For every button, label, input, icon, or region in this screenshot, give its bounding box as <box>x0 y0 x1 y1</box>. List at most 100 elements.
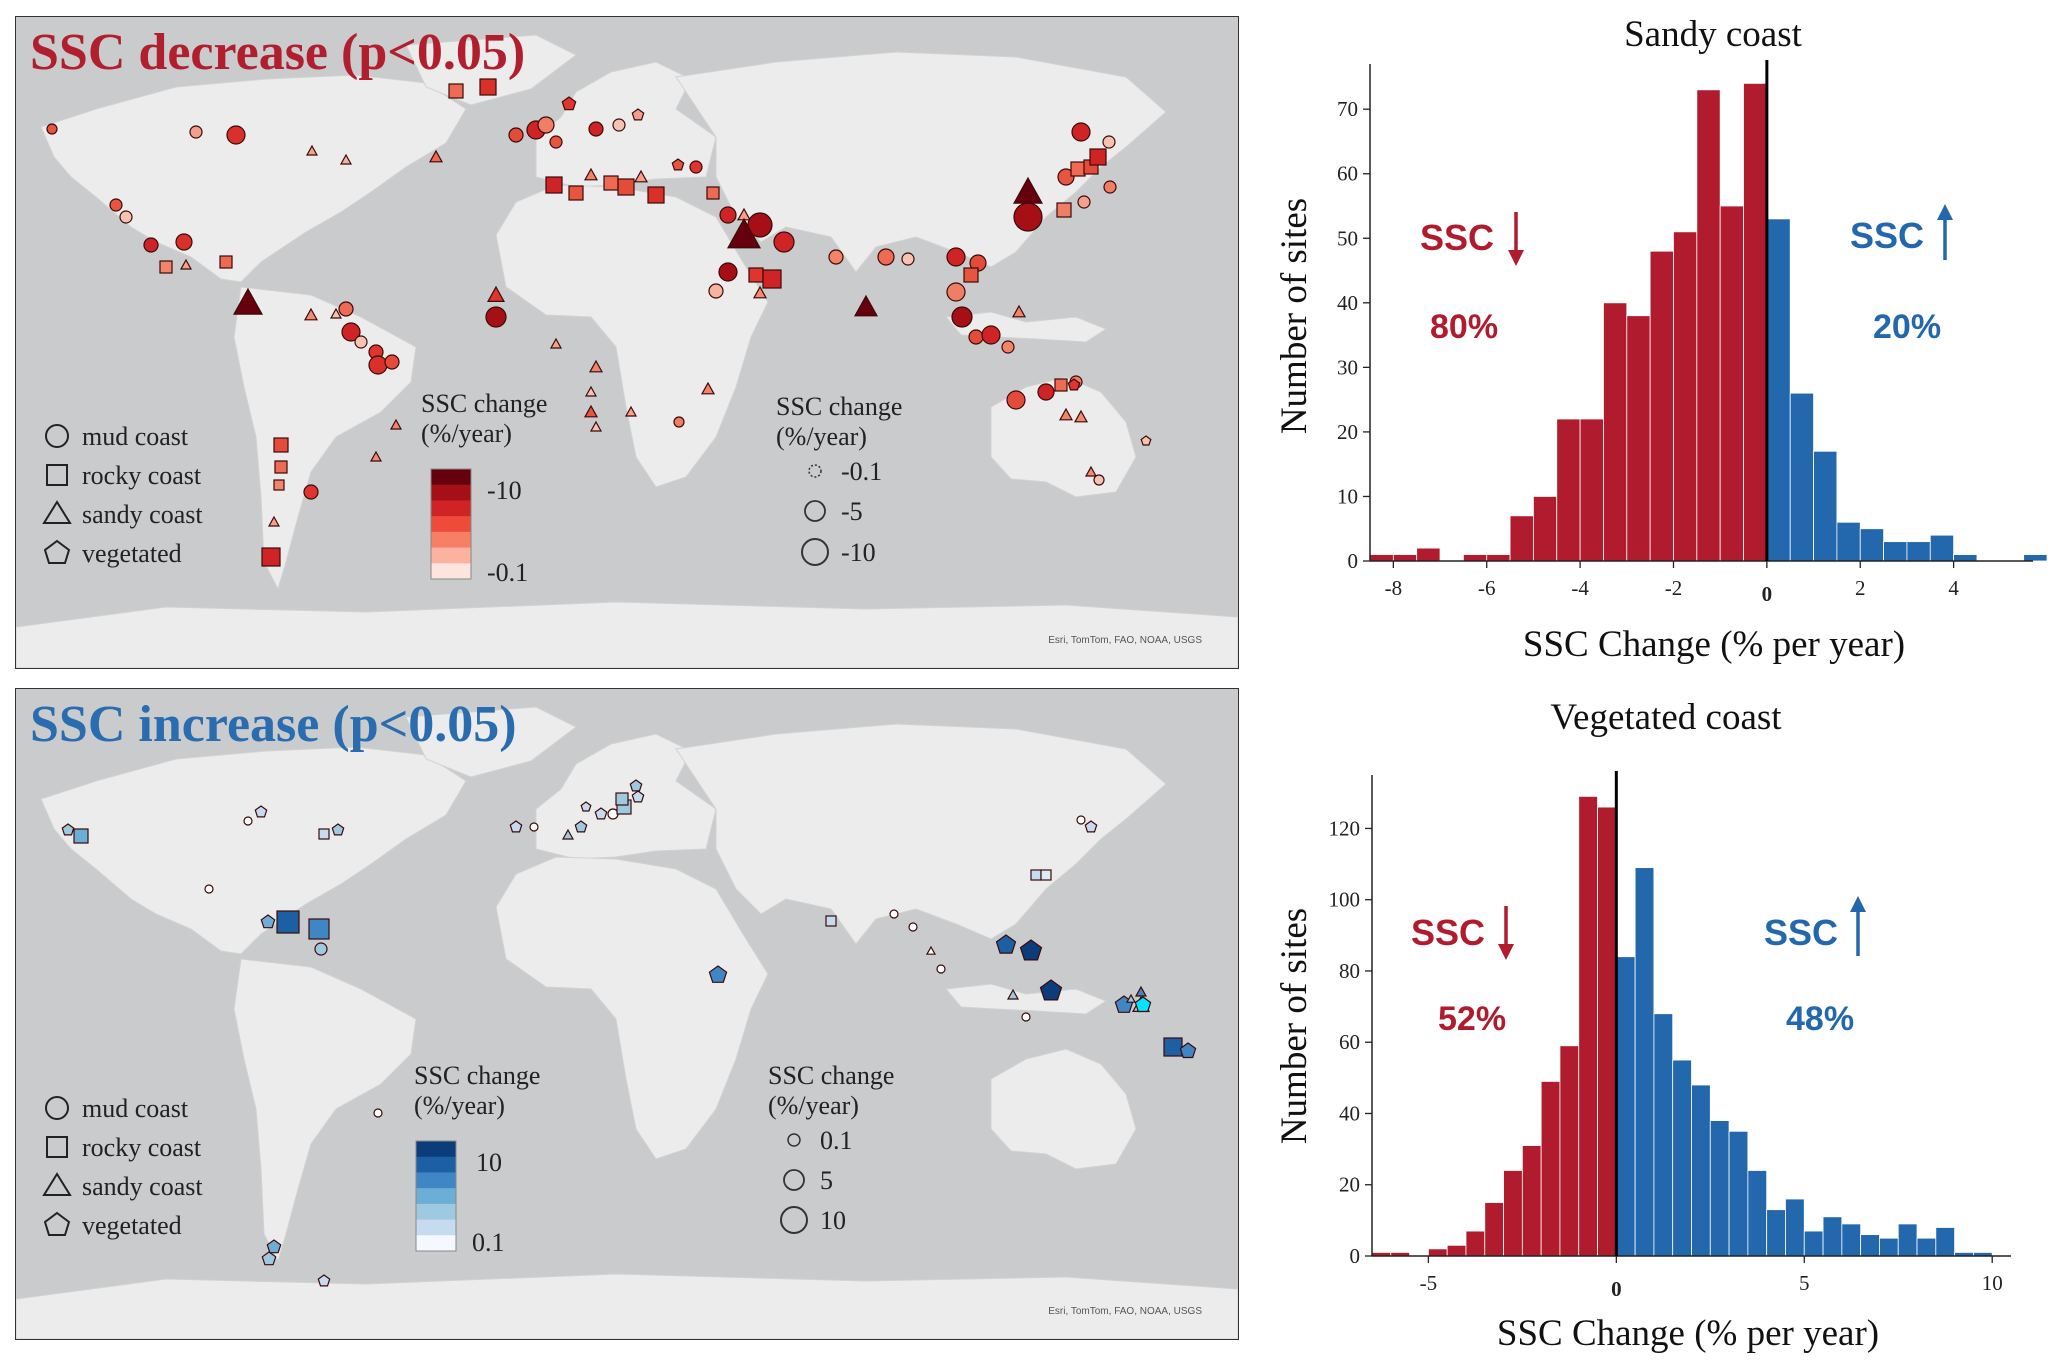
mud-coast-marker <box>119 210 133 224</box>
sandy-coast-marker <box>179 258 193 270</box>
legend-mud-coast: mud coast <box>82 422 189 451</box>
mud-coast-legend-icon <box>45 1096 69 1120</box>
land-masses <box>16 706 1238 1339</box>
sandy-coast-marker <box>1084 465 1098 477</box>
histogram-axes: 0 10 20 30 40 50 60 70 -8 -6 -4 -2 0 2 4 <box>1337 60 2033 606</box>
colorbar-title-line2: (%/year) <box>421 419 512 448</box>
histogram-bar <box>1728 1130 1749 1257</box>
histogram-bar <box>1597 806 1617 1257</box>
southeast-asia-islands <box>945 983 1108 1015</box>
vegetated-marker <box>509 820 523 833</box>
mud-coast-marker <box>338 301 354 317</box>
decrease-percent: 52% <box>1438 1000 1506 1038</box>
vegetated-marker <box>1179 1042 1197 1059</box>
size-legend-medium: -5 <box>841 497 863 526</box>
sandy-coast-marker <box>584 385 598 397</box>
sandy-coast-marker <box>329 307 343 319</box>
sandy-coast-marker <box>1011 304 1027 318</box>
map-title-decrease: SSC decrease (p<0.05) <box>30 24 526 81</box>
mud-coast-marker <box>549 135 563 149</box>
mud-coast-marker <box>968 329 984 345</box>
mud-coast-marker <box>773 231 795 253</box>
y-axis-title: Number of sites <box>1274 908 1315 1144</box>
shape-legend-increase: mud coast rocky coast sandy coast vegeta… <box>42 1094 203 1240</box>
rocky-coast-marker <box>603 175 619 191</box>
world-map-increase <box>16 706 1238 1339</box>
colorbar-segment <box>416 1141 456 1158</box>
rocky-coast-marker <box>545 176 563 194</box>
sandy-coast-marker <box>726 217 762 249</box>
x-tick-label: -4 <box>1571 576 1589 600</box>
histogram-bar <box>1879 1237 1899 1257</box>
rocky-coast-marker <box>274 460 288 474</box>
x-tick-label: -2 <box>1665 576 1683 600</box>
sandy-coast-marker <box>624 405 638 417</box>
size-legend-large: 10 <box>820 1206 846 1235</box>
rocky-coast-marker <box>479 78 497 96</box>
vegetated-marker <box>331 823 345 836</box>
decrease-label: SSC <box>1420 217 1494 258</box>
mud-coast-marker <box>981 325 1001 345</box>
histogram-bar <box>1743 82 1768 562</box>
histogram-title: Sandy coast <box>1624 14 1802 55</box>
mud-coast-marker <box>588 121 604 137</box>
histogram-bar <box>1503 1170 1523 1257</box>
histogram-bar <box>1916 1237 1937 1257</box>
colorbar-segment <box>431 469 471 486</box>
rocky-coast-marker <box>261 547 281 567</box>
rocky-coast-marker <box>963 267 979 283</box>
histogram-bar <box>1766 218 1791 562</box>
histogram-bar <box>1462 554 1488 562</box>
mud-coast-marker <box>946 282 966 302</box>
histogram-bar <box>1691 1084 1711 1257</box>
down-arrow-icon <box>1508 212 1524 266</box>
vegetated-legend-icon <box>43 1211 71 1236</box>
vegetated-marker <box>631 108 645 121</box>
mud-coast-marker <box>908 922 918 932</box>
size-legend-small: 0.1 <box>820 1126 853 1155</box>
histogram-bar <box>1836 521 1861 562</box>
vegetated-marker <box>261 1251 277 1266</box>
mud-coast-marker <box>384 354 400 370</box>
map-markers-increase <box>61 779 1197 1287</box>
rocky-coast-legend-icon <box>46 1136 68 1158</box>
mud-coast-marker <box>303 484 319 500</box>
x-tick-label: 5 <box>1799 1271 1810 1295</box>
colorbar-bottom-label: 0.1 <box>472 1228 505 1257</box>
rocky-coast-marker <box>273 437 289 453</box>
size-legend-increase: SSC change (%/year) 0.1 5 10 <box>768 1061 894 1235</box>
up-arrow-icon <box>1850 896 1866 956</box>
mud-coast-marker <box>1021 1012 1031 1022</box>
mud-coast-marker <box>612 118 626 132</box>
mud-coast-marker <box>877 248 895 266</box>
increase-label: SSC <box>1764 912 1838 953</box>
x-tick-label: 0 <box>1611 1277 1622 1301</box>
colorbar-segment <box>431 547 471 564</box>
x-tick-label: -5 <box>1420 1271 1438 1295</box>
colorbar-segment <box>416 1188 456 1205</box>
vegetated-marker <box>260 914 276 929</box>
mud-coast-marker <box>673 416 685 428</box>
mud-coast-marker <box>828 249 844 265</box>
down-arrow-icon <box>1498 906 1514 960</box>
mud-coast-marker <box>109 198 123 212</box>
rocky-coast-marker <box>308 918 330 940</box>
histogram-bar <box>1465 1230 1486 1257</box>
y-tick-label: 60 <box>1339 1030 1360 1054</box>
size-legend-title-line2: (%/year) <box>768 1091 859 1120</box>
rocky-coast-marker <box>748 267 764 283</box>
mud-coast-marker <box>1077 195 1091 209</box>
sandy-coast-marker <box>853 294 879 317</box>
size-legend-small: -0.1 <box>841 457 882 486</box>
mud-coast-marker <box>719 206 737 224</box>
x-tick-label: -6 <box>1478 576 1496 600</box>
sandy-coast-legend-icon <box>42 1172 72 1196</box>
legend-vegetated: vegetated <box>82 1211 182 1240</box>
colorbar-frame <box>415 1140 457 1252</box>
sandy-coast-marker <box>428 149 444 163</box>
colorbar-segment <box>431 531 471 549</box>
shape-legend-decrease: mud coast rocky coast sandy coast vegeta… <box>42 422 203 568</box>
mud-coast-marker <box>46 123 58 135</box>
mud-coast-marker <box>1093 474 1105 486</box>
colorbar-legend-decrease: SSC change (%/year) -10 -0.1 <box>421 389 547 587</box>
